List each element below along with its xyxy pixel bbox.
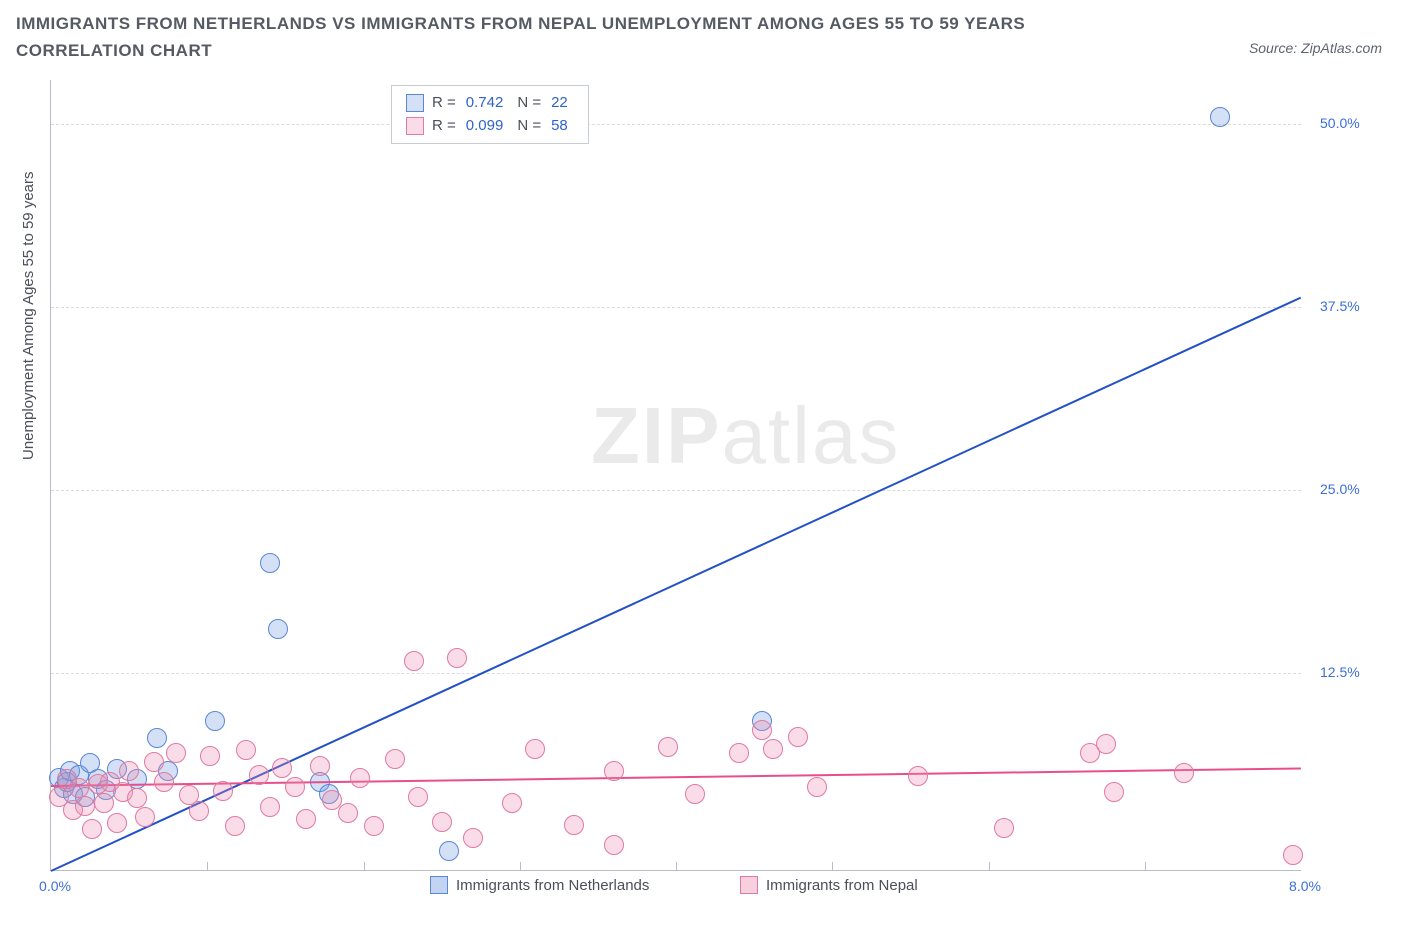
scatter-point	[94, 793, 114, 813]
scatter-point	[432, 812, 452, 832]
scatter-point	[135, 807, 155, 827]
legend-swatch	[406, 94, 424, 112]
x-tick	[520, 862, 521, 870]
scatter-point	[729, 743, 749, 763]
scatter-point	[788, 727, 808, 747]
scatter-point	[82, 819, 102, 839]
x-tick	[832, 862, 833, 870]
scatter-point	[144, 752, 164, 772]
x-tick	[207, 862, 208, 870]
scatter-point	[1174, 763, 1194, 783]
scatter-point	[285, 777, 305, 797]
legend-label: Immigrants from Nepal	[766, 877, 918, 894]
y-tick-label: 12.5%	[1320, 664, 1360, 680]
gridline	[51, 673, 1301, 674]
stat-r-value: 0.099	[466, 115, 504, 138]
y-tick-label: 25.0%	[1320, 481, 1360, 497]
scatter-point	[564, 815, 584, 835]
scatter-point	[260, 797, 280, 817]
scatter-point	[107, 813, 127, 833]
legend-swatch	[406, 117, 424, 135]
y-tick-label: 50.0%	[1320, 115, 1360, 131]
scatter-point	[604, 835, 624, 855]
scatter-point	[127, 788, 147, 808]
scatter-point	[1283, 845, 1303, 865]
scatter-point	[147, 728, 167, 748]
y-tick-label: 37.5%	[1320, 298, 1360, 314]
stats-row: R = 0.099 N = 58	[406, 115, 574, 138]
scatter-point	[350, 768, 370, 788]
scatter-point	[752, 720, 772, 740]
stat-r-label: R =	[432, 92, 456, 115]
source-label: Source: ZipAtlas.com	[1249, 40, 1382, 56]
scatter-point	[75, 796, 95, 816]
x-tick	[989, 862, 990, 870]
scatter-point	[364, 816, 384, 836]
stat-n-value: 22	[551, 92, 568, 115]
watermark: ZIPatlas	[591, 390, 900, 482]
scatter-point	[249, 765, 269, 785]
scatter-point	[463, 828, 483, 848]
x-tick	[364, 862, 365, 870]
stat-n-label: N =	[517, 92, 541, 115]
stat-r-label: R =	[432, 115, 456, 138]
scatter-point	[296, 809, 316, 829]
scatter-point	[1210, 107, 1230, 127]
scatter-point	[205, 711, 225, 731]
bottom-legend-item: Immigrants from Netherlands	[430, 876, 649, 894]
scatter-point	[272, 758, 292, 778]
chart-title: IMMIGRANTS FROM NETHERLANDS VS IMMIGRANT…	[16, 10, 1116, 64]
legend-swatch	[430, 876, 448, 894]
scatter-point	[908, 766, 928, 786]
scatter-point	[447, 648, 467, 668]
scatter-point	[200, 746, 220, 766]
y-axis-label: Unemployment Among Ages 55 to 59 years	[20, 171, 37, 460]
stats-legend: R = 0.742 N = 22 R = 0.099 N = 58	[391, 85, 589, 144]
scatter-point	[310, 756, 330, 776]
gridline	[51, 490, 1301, 491]
scatter-point	[154, 772, 174, 792]
x-tick-label: 8.0%	[1280, 878, 1330, 894]
stat-n-value: 58	[551, 115, 568, 138]
scatter-point	[1104, 782, 1124, 802]
scatter-point	[439, 841, 459, 861]
scatter-point	[385, 749, 405, 769]
stat-r-value: 0.742	[466, 92, 504, 115]
scatter-point	[225, 816, 245, 836]
x-tick-label: 0.0%	[30, 878, 80, 894]
scatter-point	[685, 784, 705, 804]
scatter-point	[604, 761, 624, 781]
scatter-point	[408, 787, 428, 807]
scatter-point	[763, 739, 783, 759]
scatter-plot: ZIPatlas R = 0.742 N = 22 R = 0.099 N = 58	[50, 80, 1301, 871]
scatter-point	[189, 801, 209, 821]
legend-label: Immigrants from Netherlands	[456, 877, 649, 894]
scatter-point	[502, 793, 522, 813]
scatter-point	[236, 740, 256, 760]
stat-n-label: N =	[517, 115, 541, 138]
bottom-legend-item: Immigrants from Nepal	[740, 876, 918, 894]
scatter-point	[166, 743, 186, 763]
gridline	[51, 124, 1301, 125]
stats-row: R = 0.742 N = 22	[406, 92, 574, 115]
scatter-point	[807, 777, 827, 797]
scatter-point	[119, 761, 139, 781]
scatter-point	[213, 781, 233, 801]
scatter-point	[404, 651, 424, 671]
scatter-point	[658, 737, 678, 757]
scatter-point	[525, 739, 545, 759]
scatter-point	[260, 553, 280, 573]
gridline	[51, 307, 1301, 308]
x-tick	[676, 862, 677, 870]
legend-swatch	[740, 876, 758, 894]
scatter-point	[338, 803, 358, 823]
scatter-point	[268, 619, 288, 639]
x-tick	[1145, 862, 1146, 870]
scatter-point	[1096, 734, 1116, 754]
scatter-point	[994, 818, 1014, 838]
